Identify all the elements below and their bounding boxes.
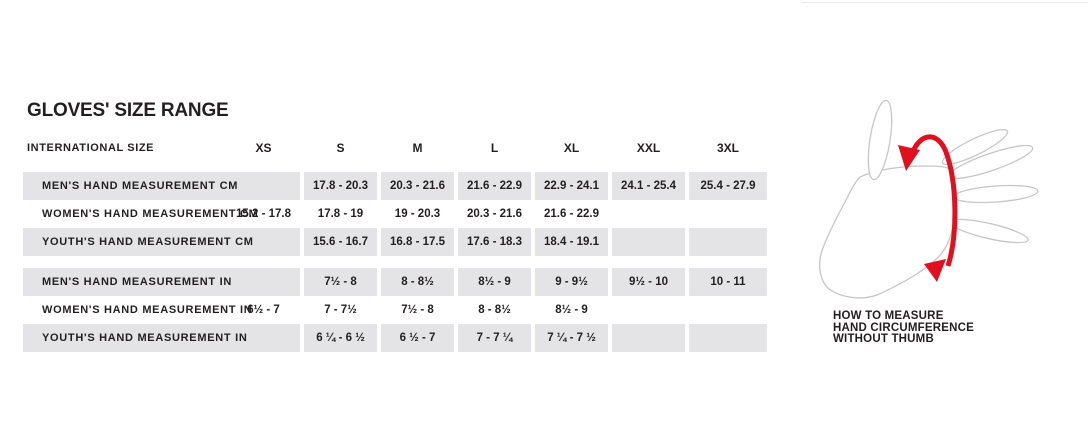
measure-arrowhead-top (898, 145, 920, 171)
table-cell: 21.6 - 22.9 (458, 172, 531, 200)
table-cell: 21.6 - 22.9 (544, 208, 599, 220)
index-finger-shape (941, 129, 1009, 165)
table-cell (689, 324, 767, 352)
international-size-label: INTERNATIONAL SIZE (27, 142, 155, 154)
table-cell: 9½ - 10 (612, 268, 685, 296)
ring-finger-shape (953, 184, 1039, 204)
table-cell: 17.8 - 19 (317, 208, 364, 220)
row-label: MEN'S HAND MEASUREMENT IN (42, 276, 233, 288)
column-header-xxl: XXL (636, 141, 661, 155)
column-header-xs: XS (255, 141, 272, 155)
table-header-row: INTERNATIONAL SIZE XS S M L XL XXL 3XL (23, 139, 767, 157)
table-cell: 19 - 20.3 (394, 208, 441, 220)
row-label: YOUTH'S HAND MEASUREMENT CM (42, 236, 254, 248)
column-header-l: L (490, 141, 499, 155)
column-header-m: M (412, 141, 423, 155)
table-cell: 7 - 7½ (324, 304, 357, 316)
table-cell (612, 296, 685, 324)
table-cell: 20.3 - 21.6 (467, 208, 522, 220)
table-cell (689, 228, 767, 256)
measure-arrow (909, 134, 958, 267)
table-cell: 6½ - 7 (247, 304, 280, 316)
table-cell: 7½ - 8 (304, 268, 377, 296)
table-cell: 8 - 8½ (478, 304, 511, 316)
card-edge-line (801, 2, 1088, 3)
table-cell: 10 - 11 (689, 268, 767, 296)
table-cell: 15.6 - 16.7 (304, 228, 377, 256)
row-label: MEN'S HAND MEASUREMENT CM (42, 180, 239, 192)
caption-line: WITHOUT THUMB (833, 333, 934, 345)
table-cell: 15.2 - 17.8 (236, 208, 291, 220)
table-cell (689, 296, 767, 324)
table-cell: 9 - 9½ (535, 268, 608, 296)
row-label: WOMEN'S HAND MEASUREMENT CM (42, 208, 259, 220)
thumb-shape (867, 99, 893, 181)
row-label: YOUTH'S HAND MEASUREMENT IN (42, 332, 248, 344)
column-header-3xl: 3XL (716, 141, 739, 155)
hand-outline-graphic (818, 99, 1039, 299)
table-cell: 6 ¼ - 6 ½ (304, 324, 377, 352)
row-label: WOMEN'S HAND MEASUREMENT IN (42, 304, 253, 316)
table-cell: 8½ - 9 (555, 304, 588, 316)
illustration-caption: HOW TO MEASURE HAND CIRCUMFERENCE WITHOU… (833, 310, 974, 346)
table-row: WOMEN'S HAND MEASUREMENT IN 6½ - 7 7 - 7… (23, 296, 767, 324)
table-cell: 7½ - 8 (401, 304, 434, 316)
table-row: WOMEN'S HAND MEASUREMENT CM 15.2 - 17.8 … (23, 200, 767, 228)
table-row: YOUTH'S HAND MEASUREMENT CM 15.6 - 16.7 … (23, 228, 767, 256)
table-cell (612, 324, 685, 352)
measure-arrowhead-bottom (924, 259, 946, 282)
caption-line: HAND CIRCUMFERENCE (833, 321, 974, 334)
table-cell: 24.1 - 25.4 (612, 172, 685, 200)
table-cell: 7 - 7 ¼ (458, 324, 531, 352)
table-cell (612, 200, 685, 228)
table-cell: 7 ¼ - 7 ½ (535, 324, 608, 352)
table-cell: 22.9 - 24.1 (535, 172, 608, 200)
hand-measurement-illustration (815, 82, 1065, 312)
table-cell: 16.8 - 17.5 (381, 228, 454, 256)
table-cell: 17.8 - 20.3 (304, 172, 377, 200)
pinky-finger-shape (949, 218, 1029, 244)
column-header-xl: XL (563, 141, 580, 155)
table-row: YOUTH'S HAND MEASUREMENT IN 6 ¼ - 6 ½ 6 … (23, 324, 767, 352)
table-row: MEN'S HAND MEASUREMENT IN 7½ - 8 8 - 8½ … (23, 268, 767, 296)
table-cell: 17.6 - 18.3 (458, 228, 531, 256)
table-row: MEN'S HAND MEASUREMENT CM 17.8 - 20.3 20… (23, 172, 767, 200)
table-cell: 20.3 - 21.6 (381, 172, 454, 200)
caption-line: HOW TO MEASURE (833, 310, 944, 322)
table-cell: 8½ - 9 (458, 268, 531, 296)
table-cell: 18.4 - 19.1 (535, 228, 608, 256)
table-cell (612, 228, 685, 256)
table-cell: 6 ½ - 7 (381, 324, 454, 352)
palm-shape (818, 165, 958, 299)
table-cell (689, 200, 767, 228)
column-header-s: S (336, 141, 345, 155)
page-title: GLOVES' SIZE RANGE (27, 100, 229, 121)
table-cell: 25.4 - 27.9 (689, 172, 767, 200)
table-cell: 8 - 8½ (381, 268, 454, 296)
